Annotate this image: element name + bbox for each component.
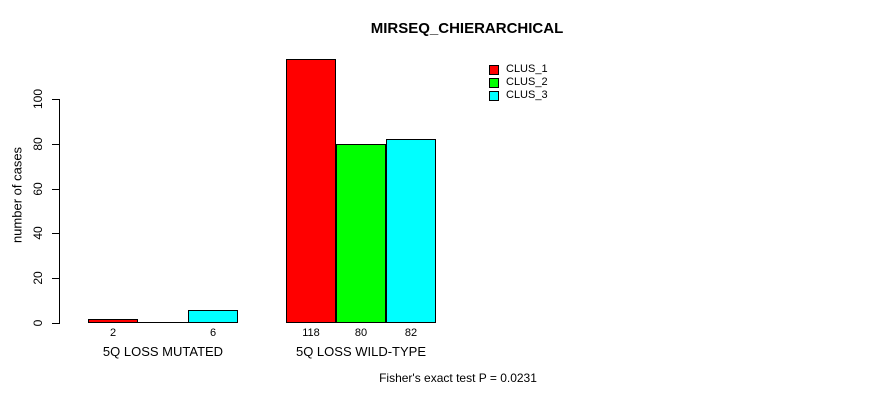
y-tick-mark xyxy=(52,144,59,145)
bar-clus_2-1 xyxy=(138,322,188,323)
bar-value-label: 82 xyxy=(404,327,418,339)
y-tick-label: 100 xyxy=(31,88,45,110)
chart-title: MIRSEQ_CHIERARCHICAL xyxy=(370,20,564,37)
bar-clus_3-2 xyxy=(386,139,436,323)
y-axis-line xyxy=(59,99,60,324)
y-tick-mark xyxy=(52,99,59,100)
bar-value-label: 118 xyxy=(302,327,320,339)
legend-swatch-icon xyxy=(489,64,499,75)
category-label: 5Q LOSS MUTATED xyxy=(102,344,224,359)
y-tick-label: 0 xyxy=(31,319,45,327)
legend-row-clus_1: CLUS_1 xyxy=(489,63,548,76)
y-tick-mark xyxy=(52,233,59,234)
annotation-text: Fisher's exact test P = 0.0231 xyxy=(379,371,537,385)
bar-clus_1-1 xyxy=(88,319,138,323)
y-tick-mark xyxy=(52,189,59,190)
legend-row-clus_2: CLUS_2 xyxy=(489,76,548,89)
y-tick-label: 60 xyxy=(31,182,45,196)
legend-row-clus_3: CLUS_3 xyxy=(489,89,548,102)
legend: CLUS_1 CLUS_2 CLUS_3 xyxy=(489,63,548,102)
bar-clus_3-1 xyxy=(188,310,238,323)
y-tick-label: 80 xyxy=(31,137,45,151)
y-axis-label-text: number of cases xyxy=(9,146,25,244)
legend-swatch-icon xyxy=(489,90,499,101)
bar-value-label: 80 xyxy=(354,327,368,339)
y-tick-mark xyxy=(52,278,59,279)
legend-label: CLUS_2 xyxy=(506,76,548,88)
category-label: 5Q LOSS WILD-TYPE xyxy=(295,344,427,359)
bar-value-label: 2 xyxy=(109,327,117,339)
y-tick-label: 20 xyxy=(31,271,45,285)
legend-swatch-icon xyxy=(489,77,499,88)
y-tick-label: 40 xyxy=(31,226,45,240)
bar-clus_2-2 xyxy=(336,144,386,323)
bar-value-label: 6 xyxy=(209,327,217,339)
y-tick-mark xyxy=(52,323,59,324)
bar-clus_1-2 xyxy=(286,59,336,323)
legend-label: CLUS_3 xyxy=(506,89,548,101)
legend-label: CLUS_1 xyxy=(506,63,548,75)
